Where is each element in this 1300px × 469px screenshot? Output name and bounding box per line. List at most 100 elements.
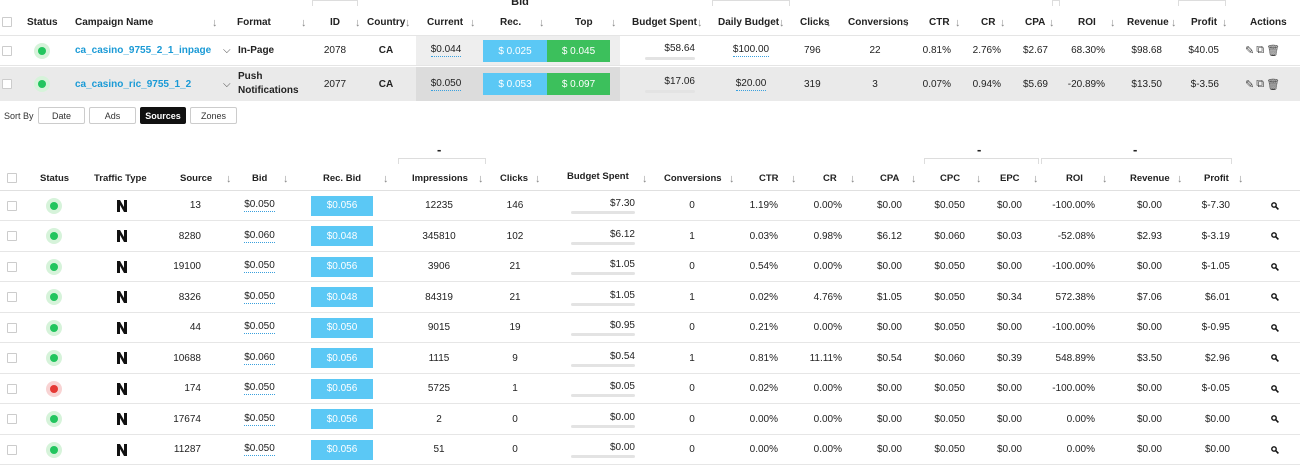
sort-conversions[interactable]: ↓ [904,17,910,29]
sort-current[interactable]: ↓ [470,17,476,29]
sth-cpa[interactable]: CPA [880,173,900,184]
search-icon[interactable] [1271,374,1279,403]
source-row[interactable]: 13 $0.050 $0.056 12235 146 $7.30 0 1.19%… [0,191,1300,221]
copy-icon[interactable]: ⧉ [1256,44,1265,56]
sort-ads-button[interactable]: Ads [89,107,136,124]
status-indicator[interactable] [34,67,50,101]
sort-revenue[interactable]: ↓ [1177,173,1183,185]
th-format[interactable]: Format [237,17,271,28]
top-bid-button[interactable]: $ 0.097 [547,73,610,95]
sort-bid[interactable]: ↓ [283,173,289,185]
th-profit[interactable]: Profit [1191,17,1218,28]
daily-budget[interactable]: $20.00 [735,77,767,91]
sort-format[interactable]: ↓ [301,17,307,29]
source-bid[interactable]: $0.050 [244,443,275,456]
sort-rec[interactable]: ↓ [539,17,545,29]
source-row[interactable]: 11287 $0.050 $0.056 51 0 $0.00 0 0.00% 0… [0,435,1300,465]
source-row[interactable]: 8326 $0.050 $0.048 84319 21 $1.05 1 0.02… [0,283,1300,313]
source-row[interactable]: 10688 $0.060 $0.056 1115 9 $0.54 1 0.81%… [0,344,1300,374]
th-conversions[interactable]: Conversions [848,17,909,28]
sort-conversions[interactable]: ↓ [729,173,735,185]
th-id[interactable]: ID [330,17,340,28]
sort-date-button[interactable]: Date [38,107,85,124]
row-checkbox[interactable] [7,313,17,342]
source-bid[interactable]: $0.060 [244,351,275,365]
rec-bid-button[interactable]: $ 0.053 [483,73,547,95]
copy-icon[interactable]: ⧉ [1256,77,1265,90]
sth-budget-spent[interactable]: Budget Spent [567,171,629,182]
status-indicator[interactable] [46,283,62,312]
row-checkbox[interactable] [7,374,17,403]
sort-ctr[interactable]: ↓ [791,173,797,185]
row-checkbox[interactable] [2,67,12,101]
sth-epc[interactable]: EPC [1000,173,1020,184]
sort-profit[interactable]: ↓ [1238,173,1244,185]
sort-cpc[interactable]: ↓ [976,173,982,185]
sort-campaign-name[interactable]: ↓ [212,17,218,29]
delete-icon[interactable]: 🗑 [1266,78,1281,91]
sth-bid[interactable]: Bid [252,173,268,184]
sth-source[interactable]: Source [180,173,213,184]
source-row[interactable]: 174 $0.050 $0.056 5725 1 $0.05 0 0.02% 0… [0,374,1300,404]
source-row[interactable]: 8280 $0.060 $0.048 345810 102 $6.12 1 0.… [0,222,1300,252]
status-indicator[interactable] [34,36,50,65]
source-bid[interactable]: $0.050 [244,260,275,273]
status-indicator[interactable] [46,191,62,220]
source-bid[interactable]: $0.050 [244,382,275,395]
top-bid-button[interactable]: $ 0.045 [547,40,610,62]
sort-country[interactable]: ↓ [405,17,411,29]
source-row[interactable]: 44 $0.050 $0.050 9015 19 $0.95 0 0.21% 0… [0,313,1300,343]
search-icon[interactable] [1271,344,1279,373]
sort-budget-spent[interactable]: ↓ [642,173,648,185]
rec-bid-button[interactable]: $0.048 [311,222,373,251]
sth-profit[interactable]: Profit [1204,173,1229,184]
search-icon[interactable] [1271,222,1279,251]
chevron-down-icon[interactable]: ⌵ [223,78,231,90]
status-indicator[interactable] [46,374,62,403]
th-roi[interactable]: ROI [1078,17,1096,28]
sort-daily-budget[interactable]: ↓ [779,17,785,29]
edit-icon[interactable]: ✎ [1245,45,1255,57]
th-clicks[interactable]: Clicks [800,17,830,28]
source-bid[interactable]: $0.050 [244,412,275,426]
select-all-checkbox[interactable] [2,17,12,37]
rec-bid-button[interactable]: $0.056 [311,435,373,464]
sth-clicks[interactable]: Clicks [500,173,528,184]
sort-source[interactable]: ↓ [226,173,232,185]
sth-cpc[interactable]: CPC [940,173,961,184]
rec-bid-button[interactable]: $0.056 [311,191,373,220]
th-status[interactable]: Status [27,17,58,28]
rec-bid-button[interactable]: $0.056 [311,252,373,281]
search-icon[interactable] [1271,435,1279,464]
th-country[interactable]: Country [367,17,406,28]
search-icon[interactable] [1271,405,1279,434]
campaign-name-link[interactable]: ca_casino_ric_9755_1_2 [75,78,192,90]
sort-cr[interactable]: ↓ [850,173,856,185]
th-cr[interactable]: CR [981,17,996,28]
sort-cr[interactable]: ↓ [1000,17,1006,29]
sth-revenue[interactable]: Revenue [1130,173,1170,184]
status-indicator[interactable] [46,222,62,251]
th-rec[interactable]: Rec. [500,17,522,28]
campaign-row[interactable]: ca_casino_9755_2_1_inpage ⌵ In-Page 2078… [0,36,1300,66]
th-revenue[interactable]: Revenue [1127,17,1169,28]
sth-status[interactable]: Status [40,173,70,184]
th-daily-budget[interactable]: Daily Budget [718,17,780,28]
sth-ctr[interactable]: CTR [759,173,779,184]
sort-sources-button[interactable]: Sources [140,107,186,124]
source-row[interactable]: 19100 $0.050 $0.056 3906 21 $1.05 0 0.54… [0,252,1300,282]
row-checkbox[interactable] [7,405,17,434]
status-indicator[interactable] [46,313,62,342]
search-icon[interactable] [1271,252,1279,281]
rec-bid-button[interactable]: $ 0.025 [483,40,547,62]
sort-revenue[interactable]: ↓ [1171,17,1177,29]
row-checkbox[interactable] [2,36,12,65]
sth-rec-bid[interactable]: Rec. Bid [323,173,362,184]
delete-icon[interactable]: 🗑 [1266,45,1281,57]
sort-zones-button[interactable]: Zones [190,107,237,124]
th-cpa[interactable]: CPA [1025,17,1046,28]
source-bid[interactable]: $0.050 [244,290,275,304]
sort-profit[interactable]: ↓ [1222,17,1228,29]
sort-top[interactable]: ↓ [611,17,617,29]
row-checkbox[interactable] [7,252,17,281]
